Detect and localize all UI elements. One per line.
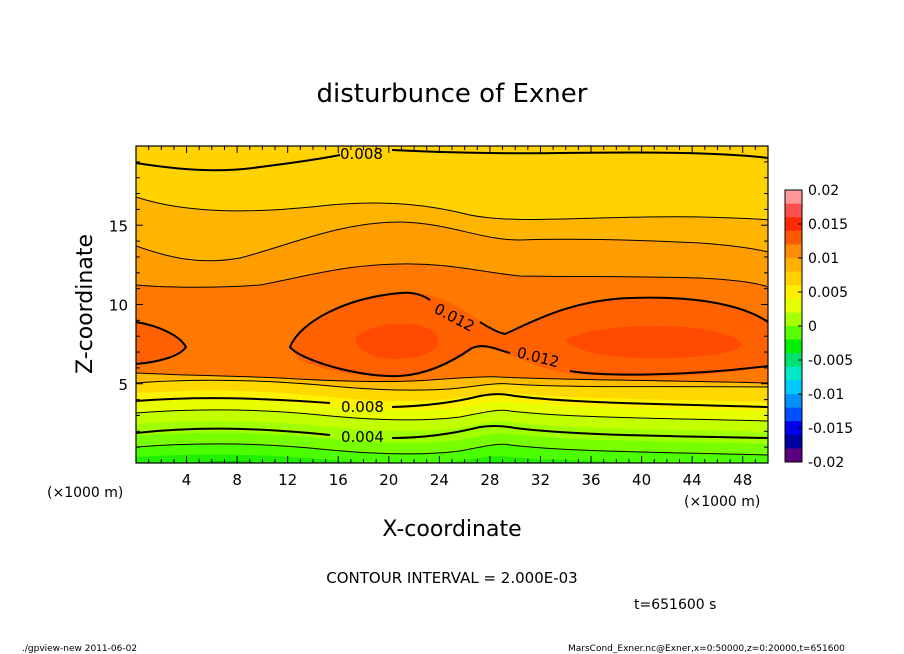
y-axis-label: Z-coordinate xyxy=(73,234,98,374)
contour-lines xyxy=(136,149,768,456)
y-tick-label: 15 xyxy=(109,217,128,235)
colorbar-tick-label: 0.005 xyxy=(808,285,848,301)
axis-ticks xyxy=(135,145,769,464)
colorbar-tick-label: 0 xyxy=(808,319,817,335)
colorbar-swatch xyxy=(785,326,802,341)
contour-line-0.006 xyxy=(136,409,768,422)
contour-line-0.009 xyxy=(136,379,768,391)
x-axis-label: X-coordinate xyxy=(382,517,521,542)
x-tick-label: 32 xyxy=(531,471,550,489)
contour-line-0.012-main xyxy=(288,291,768,378)
colorbar-tick-label: -0.015 xyxy=(808,421,853,437)
contour-line-0.010 xyxy=(136,196,768,221)
colorbar-swatch xyxy=(785,230,802,245)
x-tick-label: 12 xyxy=(278,471,297,489)
contour-label: 0.008 xyxy=(341,398,384,416)
colorbar-swatch xyxy=(785,203,802,218)
colorbar-swatch xyxy=(785,285,802,300)
colorbar-swatch xyxy=(785,448,802,463)
colorbar-swatch xyxy=(785,380,802,395)
colorbar-swatch xyxy=(785,258,802,273)
x-unit-left: (×1000 m) xyxy=(47,485,123,501)
contour-label: 0.004 xyxy=(341,428,384,446)
contour-line-0.012-left xyxy=(136,321,188,365)
band-0.001 xyxy=(136,454,768,463)
colorbar-swatch xyxy=(785,217,802,232)
chart-title: disturbunce of Exner xyxy=(317,79,588,109)
y-tick-label: 5 xyxy=(118,376,128,394)
colorbar-tick-label: -0.01 xyxy=(808,387,844,403)
colorbar-tick-label: 0.02 xyxy=(808,183,839,199)
x-tick-label: 44 xyxy=(683,471,702,489)
footer-right: MarsCond_Exner.nc@Exner,x=0:50000,z=0:20… xyxy=(568,644,845,654)
colorbar-swatch xyxy=(785,394,802,409)
x-unit-right: (×1000 m) xyxy=(684,494,760,510)
colorbar-swatch xyxy=(785,353,802,368)
colorbar-tick-label: -0.005 xyxy=(808,353,853,369)
x-tick-label: 20 xyxy=(379,471,398,489)
x-tick-label: 4 xyxy=(182,471,192,489)
colorbar-frame xyxy=(784,189,803,463)
x-tick-label: 28 xyxy=(480,471,499,489)
colorbar-swatch xyxy=(785,312,802,327)
colorbar-swatch xyxy=(785,366,802,381)
contour-line-0.011 xyxy=(136,221,768,262)
colorbar xyxy=(785,189,802,463)
x-tick-labels: 4 8 12 16 20 24 28 32 36 40 44 48 xyxy=(182,471,752,489)
contour-line-0.012-top xyxy=(136,263,768,288)
colorbar-swatch xyxy=(785,339,802,354)
colorbar-swatch xyxy=(785,271,802,286)
colorbar-swatch xyxy=(785,421,802,436)
x-tick-label: 36 xyxy=(581,471,600,489)
time-text: t=651600 s xyxy=(634,597,716,613)
contour-line-0.004 xyxy=(136,424,768,439)
x-tick-label: 16 xyxy=(329,471,348,489)
colorbar-swatch xyxy=(785,244,802,259)
colorbar-swatch xyxy=(785,190,802,205)
colorbar-tick-label: 0.01 xyxy=(808,251,839,267)
x-tick-label: 24 xyxy=(430,471,449,489)
y-tick-labels: 5 10 15 xyxy=(109,217,128,394)
contour-line-0.010-low xyxy=(136,372,768,384)
footer-left: ./gpview-new 2011-06-02 xyxy=(22,644,137,654)
x-tick-label: 8 xyxy=(232,471,242,489)
contour-line-0.008-low xyxy=(136,393,768,408)
x-tick-label: 48 xyxy=(733,471,752,489)
colorbar-tick-label: -0.02 xyxy=(808,455,844,471)
contour-line-0.002 xyxy=(136,443,768,456)
y-tick-label: 10 xyxy=(109,297,128,315)
band-0.014 xyxy=(355,323,742,360)
colorbar-tick-labels: 0.02 0.015 0.01 0.005 0 -0.005 -0.01 -0.015 -0.0… xyxy=(808,183,853,471)
x-tick-label: 40 xyxy=(632,471,651,489)
contour-fill xyxy=(136,146,768,463)
colorbar-swatch xyxy=(785,407,802,422)
colorbar-swatch xyxy=(785,298,802,313)
colorbar-swatch xyxy=(785,434,802,449)
contour-interval-text: CONTOUR INTERVAL = 2.000E-03 xyxy=(326,569,577,587)
colorbar-tick-label: 0.015 xyxy=(808,217,848,233)
